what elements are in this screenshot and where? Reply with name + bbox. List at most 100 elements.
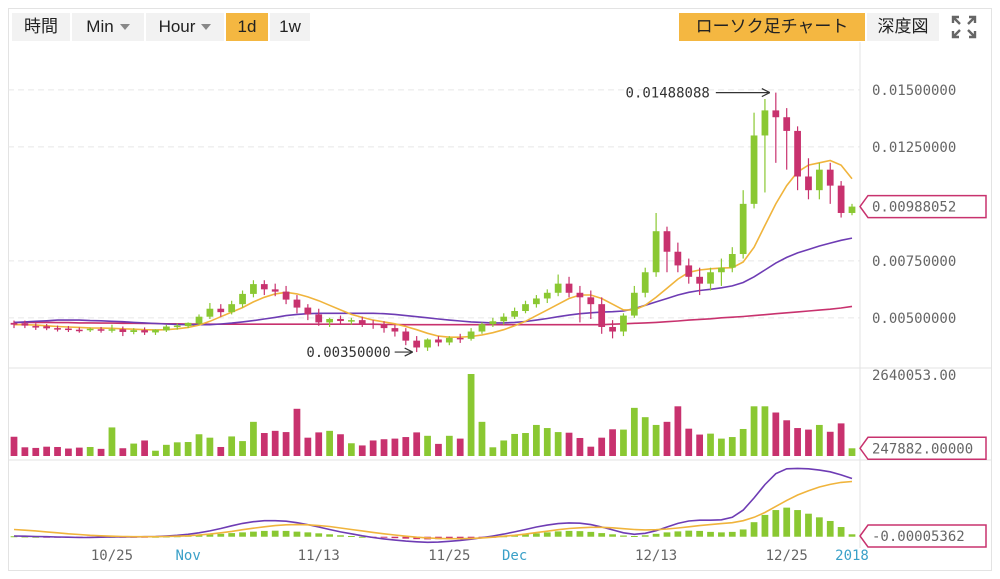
indicator-bar [848, 534, 856, 537]
indicator-slow-line [13, 480, 853, 540]
candle-body [293, 299, 301, 308]
volume-bar [826, 431, 834, 456]
volume-bar [522, 433, 529, 456]
indicator-bar [250, 531, 257, 537]
x-tick-label: 12/25 [766, 548, 808, 564]
volume-bar [761, 406, 769, 456]
indicator-bar [522, 534, 529, 537]
volume-bar [173, 442, 181, 456]
candle-body [456, 337, 464, 340]
volume-bar [478, 421, 486, 456]
chart-frame [8, 8, 992, 571]
x-tick-label: Dec [502, 548, 527, 564]
candle-body [750, 135, 758, 204]
candle-body [707, 272, 714, 284]
candle-body [162, 326, 170, 331]
indicator-bar [772, 510, 780, 537]
volume-bar [43, 446, 51, 456]
interval-1d-button[interactable]: 1d [226, 13, 268, 41]
indicator-bar [663, 532, 671, 537]
volume-bar [750, 406, 758, 456]
candle-body [282, 291, 290, 300]
volume-bar [805, 429, 812, 456]
candle-body [413, 340, 421, 348]
volume-bar [543, 428, 551, 456]
indicator-bar [761, 514, 769, 537]
volume-bar [97, 448, 105, 456]
candle-body [587, 297, 595, 305]
candle-body [826, 169, 834, 186]
indicator-bar [815, 517, 823, 537]
volume-bar [250, 421, 257, 456]
candle-body [533, 298, 540, 305]
candle-body [119, 329, 127, 332]
current-indicator-label: -0.00005362 [872, 529, 965, 545]
volume-bar [739, 428, 747, 456]
hour-interval-dropdown[interactable]: Hour [146, 13, 224, 41]
volume-bar [75, 447, 83, 456]
volume-bar [152, 450, 159, 456]
indicator-bar [641, 535, 649, 537]
fullscreen-icon[interactable] [950, 14, 978, 40]
x-tick-label: 2018 [835, 548, 869, 564]
volume-bar [380, 439, 388, 456]
volume-bar [326, 430, 333, 456]
depth-chart-button[interactable]: 深度図 [867, 13, 939, 41]
volume-bar [500, 440, 508, 456]
volume-bar [32, 447, 40, 456]
indicator-bar [826, 520, 834, 537]
x-tick-label: 11/25 [428, 548, 470, 564]
interval-1w-button[interactable]: 1w [270, 13, 310, 41]
high-price-annotation: 0.01488088 [626, 86, 710, 102]
ma-mid-line [13, 237, 853, 326]
volume-bar [162, 444, 170, 456]
volume-bar [794, 428, 801, 456]
low-arrow-head [404, 347, 413, 357]
candle-body [32, 326, 40, 328]
x-tick-label: Nov [175, 548, 200, 564]
candle-body [326, 318, 333, 323]
candlestick-chart-button[interactable]: ローソク足チャート [679, 13, 865, 41]
candle-body [543, 292, 551, 299]
indicator-bar [565, 530, 573, 537]
candle-body [837, 185, 845, 213]
indicator-bar [445, 536, 453, 539]
indicator-bar [337, 535, 344, 537]
volume-bar [728, 437, 736, 456]
volume-bar [772, 412, 780, 456]
volume-bar [718, 438, 725, 456]
candle-body [97, 329, 105, 331]
indicator-bar [587, 531, 595, 537]
candle-body [739, 203, 747, 255]
indicator-bar [260, 530, 268, 537]
price-tick-label: 0.01500000 [872, 83, 956, 99]
volume-bar [641, 417, 649, 456]
volume-bar [130, 443, 138, 456]
candle-body [641, 272, 649, 293]
indicator-bar [195, 535, 203, 537]
volume-bar [206, 437, 214, 456]
candle-body [21, 323, 29, 326]
candle-body [239, 293, 246, 305]
volume-bar [456, 438, 464, 456]
candle-body [195, 316, 203, 324]
indicator-bar [239, 532, 246, 537]
candle-body [815, 169, 823, 191]
volume-bar [837, 423, 845, 456]
volume-bar [195, 434, 203, 456]
volume-bar [707, 433, 714, 456]
candle-body [554, 283, 562, 293]
volume-bar [424, 435, 431, 456]
volume-bar [674, 406, 682, 456]
time-button[interactable]: 時間 [12, 13, 70, 41]
volume-bar [663, 421, 671, 456]
indicator-bar [402, 536, 410, 539]
candle-body [217, 308, 225, 313]
volume-bar [511, 433, 518, 456]
volume-bar [609, 429, 616, 456]
candle-body [86, 328, 94, 331]
indicator-bar [315, 533, 323, 537]
current-volume-box [859, 436, 987, 461]
minute-interval-dropdown[interactable]: Min [72, 13, 144, 41]
